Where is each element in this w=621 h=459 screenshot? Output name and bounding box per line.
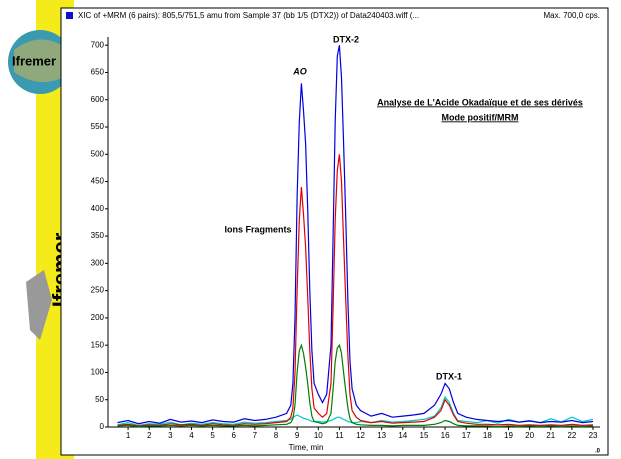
x-tick-label: 2 [147,431,152,440]
annotation: AO [292,66,307,76]
y-tick-label: 500 [91,149,105,158]
x-tick-label: 10 [314,431,323,440]
x-tick-label: 1 [126,431,131,440]
x-tick-label: 18 [483,431,492,440]
y-tick-label: 700 [91,40,105,49]
x-tick-label: 8 [274,431,279,440]
x-tick-label: 17 [462,431,471,440]
x-tick-label: 12 [356,431,365,440]
y-tick-label: 600 [91,95,105,104]
annotation: DTX-1 [436,371,462,381]
legend-swatch [66,12,73,19]
data-line [117,154,594,427]
annotation: Ions Fragments [224,224,291,234]
y-tick-label: 150 [91,340,105,349]
x-tick-label: 14 [398,431,407,440]
brand-shape [26,270,52,340]
y-tick-label: 200 [91,313,105,322]
x-tick-label: 11 [335,431,344,440]
y-tick-label: 400 [91,204,105,213]
y-tick-label: 550 [91,122,105,131]
x-tick-label: 22 [567,431,576,440]
chart-title: XIC of +MRM (6 pairs): 805,5/751,5 amu f… [78,11,419,20]
y-tick-label: 100 [91,368,105,377]
y-tick-label: 650 [91,68,105,77]
x-tick-label: 5 [210,431,215,440]
x-tick-label: 16 [441,431,450,440]
x-tick-label: 20 [525,431,534,440]
y-tick-label: 250 [91,286,105,295]
x-tick-label: 3 [168,431,173,440]
y-tick-label: 300 [91,258,105,267]
data-line [117,343,594,428]
x-tick-label: 13 [377,431,386,440]
y-tick-label: 450 [91,177,105,186]
x-tick-label: 19 [504,431,513,440]
x-tick-label: 6 [232,431,237,440]
x-tick-label: 21 [546,431,555,440]
x-tick-label: 9 [295,431,300,440]
x-tick-label: 4 [189,431,194,440]
logo-land [14,39,66,83]
annotation: DTX-2 [333,34,359,44]
data-line [117,395,594,427]
x-axis-label: Time, min [289,443,324,452]
heading: Mode positif/MRM [442,112,519,122]
y-tick-label: 0 [100,422,105,431]
y-tick-label: 50 [95,395,104,404]
x-tick-label: 23 [589,431,598,440]
x-tick-label: 7 [253,431,258,440]
data-line [117,45,594,425]
corner-label: .0 [595,449,601,455]
y-tick-label: 350 [91,231,105,240]
heading: Analyse de L'Acide Okadaïque et de ses d… [377,97,583,107]
logo-text: Ifremer [12,53,56,68]
max-label: Max. 700,0 cps. [544,11,600,20]
x-tick-label: 15 [420,431,429,440]
